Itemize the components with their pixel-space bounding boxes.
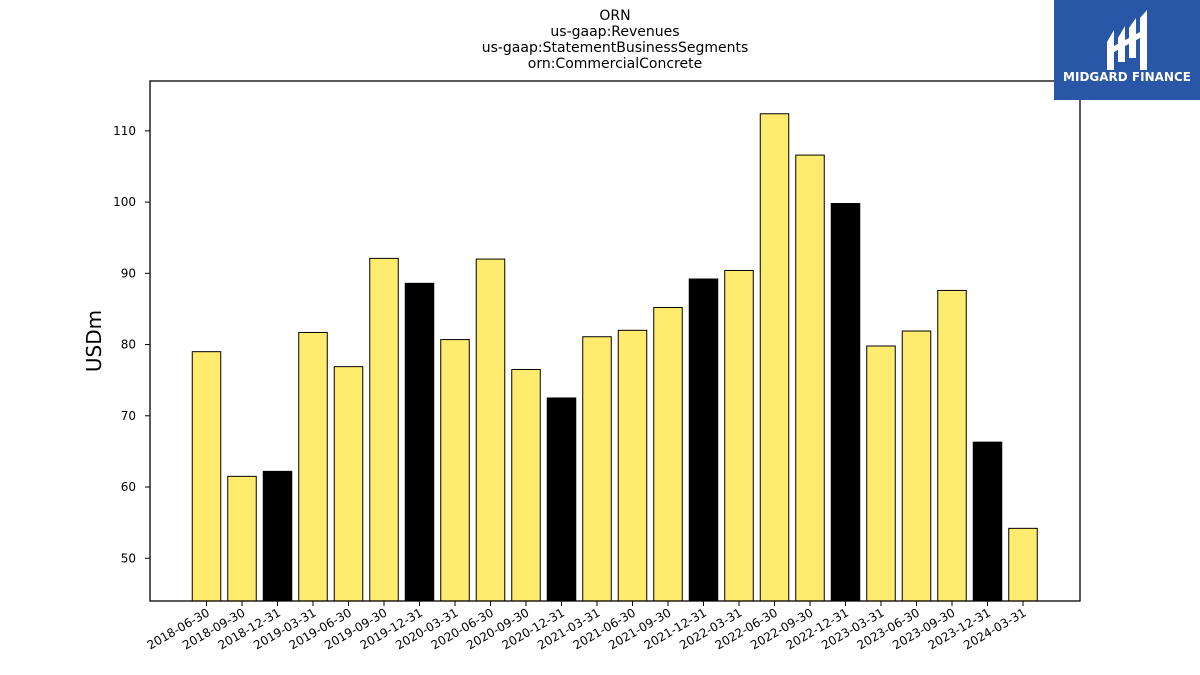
- y-axis-ticks: 50 60 70 80 90 100 110: [113, 124, 150, 565]
- bar-2019-12-31: [404, 282, 435, 602]
- y-tick-label: 50: [121, 551, 136, 565]
- bar-2023-06-30: [901, 330, 932, 602]
- logo-background: [1054, 0, 1200, 100]
- bar-2020-03-31: [440, 339, 470, 602]
- bar-2019-06-30: [333, 366, 364, 602]
- bar-2021-09-30: [653, 307, 683, 602]
- logo-text: MIDGARD FINANCE: [1063, 70, 1191, 84]
- bar-2022-12-31: [830, 203, 861, 602]
- title-line-4: orn:CommercialConcrete: [528, 56, 702, 72]
- chart-title: ORN us-gaap:Revenues us-gaap:StatementBu…: [482, 8, 749, 72]
- bars-group: [191, 113, 1038, 602]
- y-tick-label: 70: [121, 409, 136, 423]
- title-line-2: us-gaap:Revenues: [550, 24, 679, 40]
- bar-2023-12-31: [972, 441, 1003, 602]
- bar-2018-12-31: [262, 470, 293, 602]
- bar-2018-06-30: [191, 351, 222, 602]
- x-axis-ticks: 2018-06-302018-09-302018-12-312019-03-31…: [145, 601, 1029, 652]
- bar-2019-03-31: [298, 331, 328, 602]
- bar-2021-06-30: [617, 329, 648, 602]
- midgard-finance-logo: MIDGARD FINANCE: [1054, 0, 1200, 100]
- y-tick-label: 100: [113, 195, 136, 209]
- bar-2023-09-30: [937, 289, 967, 602]
- bar-2022-06-30: [759, 113, 790, 602]
- y-tick-label: 110: [113, 124, 136, 138]
- y-tick-label: 90: [121, 266, 136, 280]
- bar-2021-03-31: [582, 336, 612, 602]
- plot-frame: [149, 80, 1081, 602]
- bar-2022-09-30: [795, 154, 825, 602]
- y-tick-label: 60: [121, 480, 136, 494]
- bar-2024-03-31: [1008, 527, 1038, 602]
- midgard-logo-icon: [1107, 10, 1147, 70]
- bar-2019-09-30: [369, 257, 399, 602]
- y-axis-label: USDm: [82, 310, 106, 372]
- bar-2020-12-31: [546, 397, 577, 602]
- bar-2023-03-31: [866, 345, 896, 602]
- bar-2020-06-30: [475, 258, 506, 602]
- bar-2022-03-31: [724, 269, 754, 602]
- bar-2021-12-31: [688, 278, 719, 602]
- title-line-1: ORN: [599, 8, 630, 24]
- title-line-3: us-gaap:StatementBusinessSegments: [482, 40, 749, 56]
- y-tick-label: 80: [121, 338, 136, 352]
- bar-2018-09-30: [227, 475, 257, 602]
- bar-2020-09-30: [511, 368, 541, 602]
